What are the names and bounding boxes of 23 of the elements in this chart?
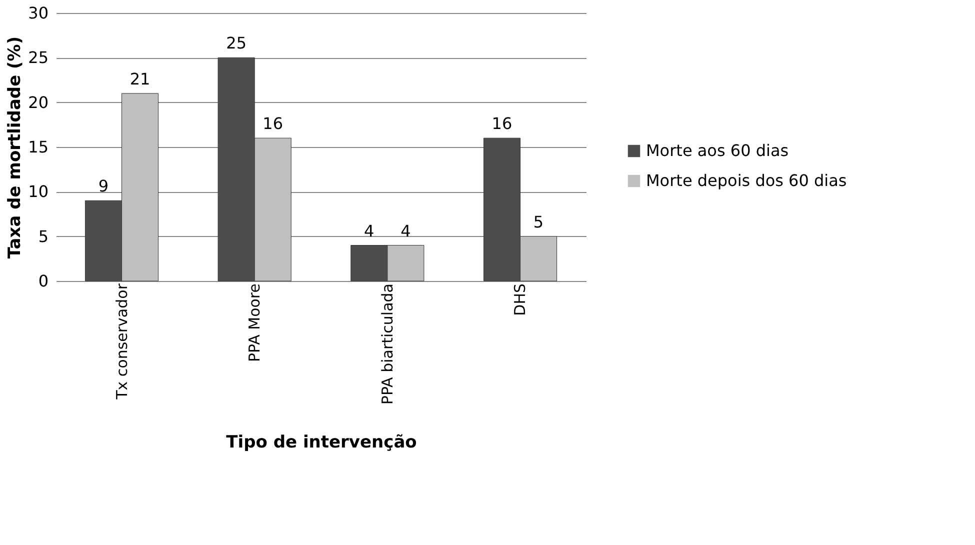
y-tick-label: 20: [28, 92, 48, 112]
y-tick-label: 25: [28, 48, 48, 68]
y-tick-label: 15: [28, 138, 48, 156]
y-tick-label: 30: [28, 4, 48, 22]
data-label: 4: [400, 221, 411, 240]
legend-label: Morte aos 60 dias: [646, 141, 789, 160]
x-tick-label: DHS: [511, 284, 530, 316]
x-tick-label: Tx conservador: [112, 282, 131, 400]
data-label: 16: [262, 114, 284, 134]
y-axis-title: Taxa de mortlidade (%): [5, 36, 26, 259]
data-label: 25: [226, 34, 246, 53]
legend-label: Morte depois dos 60 dias: [646, 171, 847, 190]
data-label: 21: [130, 69, 150, 88]
x-axis-title: Tipo de intervenção: [226, 432, 417, 453]
x-tick-label: PPA Moore: [246, 284, 264, 362]
y-tick-label: 10: [28, 182, 48, 202]
data-label: 5: [533, 212, 544, 232]
y-tick-label: 0: [38, 272, 48, 290]
data-label: 9: [98, 176, 109, 196]
y-tick-label: 5: [38, 226, 48, 246]
data-label: 16: [492, 114, 512, 134]
x-tick-label: PPA biarticulada: [378, 284, 396, 405]
data-label: 4: [364, 221, 374, 240]
